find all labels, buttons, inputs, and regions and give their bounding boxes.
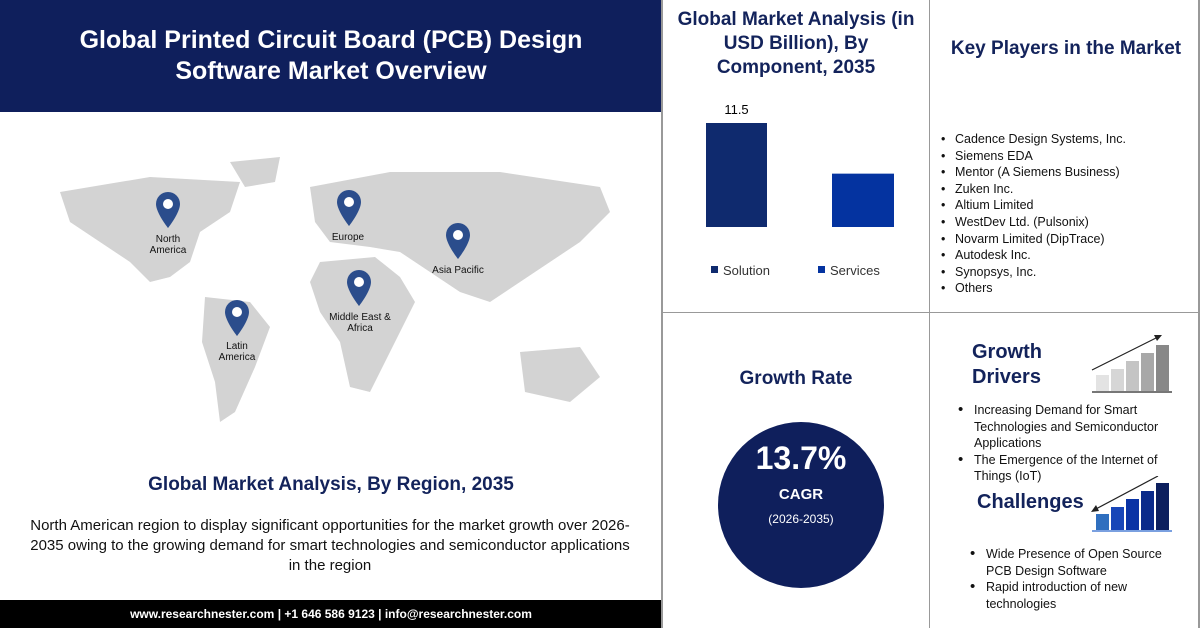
label-north-america: North America [149,234,187,256]
component-bar-chart: 11.5 Solution Services [706,102,894,278]
north-america-shape [60,177,240,282]
label-europe: Europe [331,232,365,243]
decline-chart-icon [1091,476,1172,532]
location-pin-icon [156,192,180,228]
location-pin-icon [347,270,371,306]
list-item: Wide Presence of Open Source PCB Design … [970,546,1176,579]
key-player-item: Zuken Inc. [941,181,1126,198]
pin-north-america[interactable] [156,192,180,233]
page-title: Global Printed Circuit Board (PCB) Desig… [0,0,662,112]
key-player-item: Autodesk Inc. [941,247,1126,264]
label-asia-pacific: Asia Pacific [432,265,484,276]
africa-shape [310,257,415,392]
divider [929,0,930,628]
challenges-title: Challenges [977,491,1084,513]
divider [662,312,1200,313]
divider [661,0,663,628]
challenges-list: Wide Presence of Open Source PCB Design … [970,546,1176,612]
pin-middle-east-africa[interactable] [347,270,371,311]
bar-services [832,173,894,227]
legend-swatch [711,266,718,273]
key-player-item: WestDev Ltd. (Pulsonix) [941,214,1126,231]
growth-rate-title: Growth Rate [739,368,853,389]
legend-swatch [818,266,825,273]
region-description: North American region to display signifi… [30,517,630,574]
key-player-item: Altium Limited [941,197,1126,214]
cagr-value: 13.7% [755,440,847,476]
world-map [60,157,610,422]
key-players-list: Cadence Design Systems, Inc.Siemens EDAM… [941,131,1126,297]
pin-latin-america[interactable] [225,300,249,341]
footer-contact: www.researchnester.com | +1 646 586 9123… [0,600,662,628]
region-title: Global Market Analysis, By Region, 2035 [148,474,514,495]
greenland-shape [230,157,280,187]
bar-solution [706,123,767,227]
key-player-item: Novarm Limited (DipTrace) [941,231,1126,248]
region-panel: North America Europe Asia Pacific Middle… [0,112,662,600]
key-player-item: Siemens EDA [941,148,1126,165]
key-player-item: Mentor (A Siemens Business) [941,164,1126,181]
data-label: 11.5 [724,102,748,117]
location-pin-icon [225,300,249,336]
key-player-item: Cadence Design Systems, Inc. [941,131,1126,148]
list-item: Rapid introduction of new technologies [970,579,1176,612]
list-item: Increasing Demand for Smart Technologies… [958,402,1186,452]
australia-shape [520,347,600,402]
key-players-title: Key Players in the Market [950,38,1182,59]
divider [1198,0,1200,628]
pin-europe[interactable] [337,190,361,231]
cagr-circle: 13.7% CAGR (2026-2035) [718,422,884,588]
location-pin-icon [446,223,470,259]
pin-asia-pacific[interactable] [446,223,470,264]
label-middle-east-africa: Middle East & Africa [329,312,391,334]
chart-title: Global Market Analysis (in USD Billion),… [677,9,915,78]
list-item: The Emergence of the Internet of Things … [958,452,1186,485]
location-pin-icon [337,190,361,226]
south-america-shape [202,297,270,422]
legend-label: Solution [723,263,770,278]
label-latin-america: Latin America [218,341,256,363]
cagr-label: CAGR [778,486,824,503]
key-player-item: Synopsys, Inc. [941,264,1126,281]
growth-drivers-title: Growth Drivers [972,341,1042,388]
key-player-item: Others [941,280,1126,297]
growth-drivers-list: Increasing Demand for Smart Technologies… [958,402,1186,485]
legend-label: Services [830,263,880,278]
cagr-period: (2026-2035) [768,512,834,526]
growth-chart-icon [1091,335,1172,393]
